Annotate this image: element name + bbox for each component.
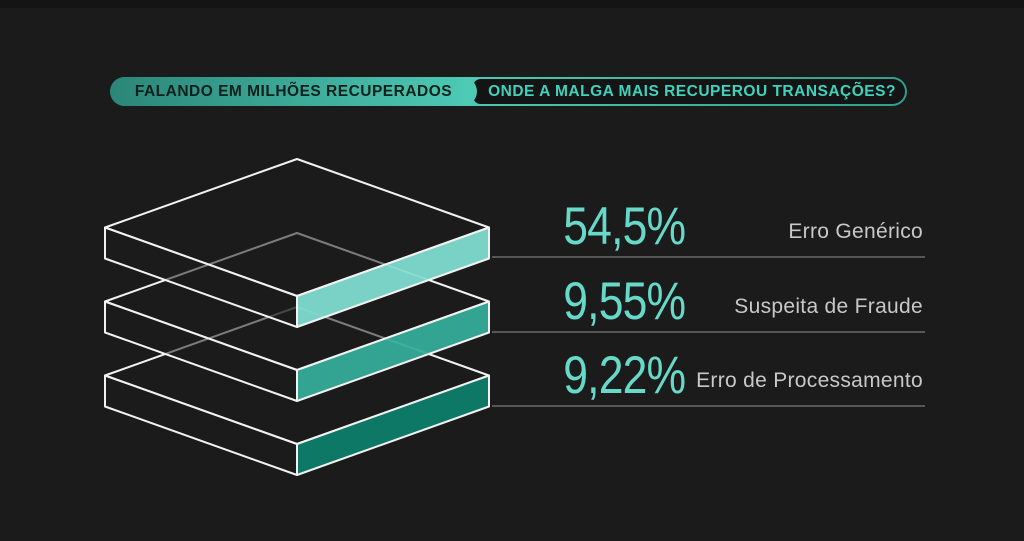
layer2-right-face — [296, 300, 490, 402]
stat-label: Erro Genérico — [788, 220, 923, 243]
stat-value: 9,22% — [562, 346, 686, 405]
stat-row-erro-processamento: 9,22% Erro de Processamento — [492, 343, 925, 407]
top-edge-shade — [0, 0, 1024, 8]
stat-row-erro-generico: 54,5% Erro Genérico — [492, 194, 925, 258]
header-tab-active-label: FALANDO EM MILHÕES RECUPERADOS — [134, 82, 453, 100]
header-tabs: FALANDO EM MILHÕES RECUPERADOS ONDE A MA… — [110, 77, 907, 106]
stat-value: 9,55% — [562, 272, 686, 331]
layer1-top-face — [104, 158, 490, 297]
layer1-right-face — [296, 226, 490, 328]
stat-label: Suspeita de Fraude — [734, 295, 923, 318]
layer3-right-face — [296, 374, 490, 476]
layer3-top-face — [104, 306, 490, 445]
stat-value: 54,5% — [562, 197, 686, 256]
layer2-left-face — [104, 300, 298, 402]
layer3-left-face — [104, 374, 298, 476]
header-tab-question-label: ONDE A MALGA MAIS RECUPEROU TRANSAÇÕES? — [488, 82, 896, 100]
stack-layer-middle — [104, 232, 490, 402]
header-tab-active[interactable]: FALANDO EM MILHÕES RECUPERADOS — [110, 77, 477, 106]
stat-row-suspeita-fraude: 9,55% Suspeita de Fraude — [492, 269, 925, 333]
stack-layer-top — [104, 158, 490, 328]
stack-layer-bottom — [104, 306, 490, 476]
stat-label: Erro de Processamento — [696, 369, 923, 392]
header-tab-question[interactable]: ONDE A MALGA MAIS RECUPEROU TRANSAÇÕES? — [477, 77, 907, 106]
header-tab-question-bg — [473, 79, 905, 104]
layer2-top-face — [104, 232, 490, 371]
layer1-left-face — [104, 226, 298, 328]
